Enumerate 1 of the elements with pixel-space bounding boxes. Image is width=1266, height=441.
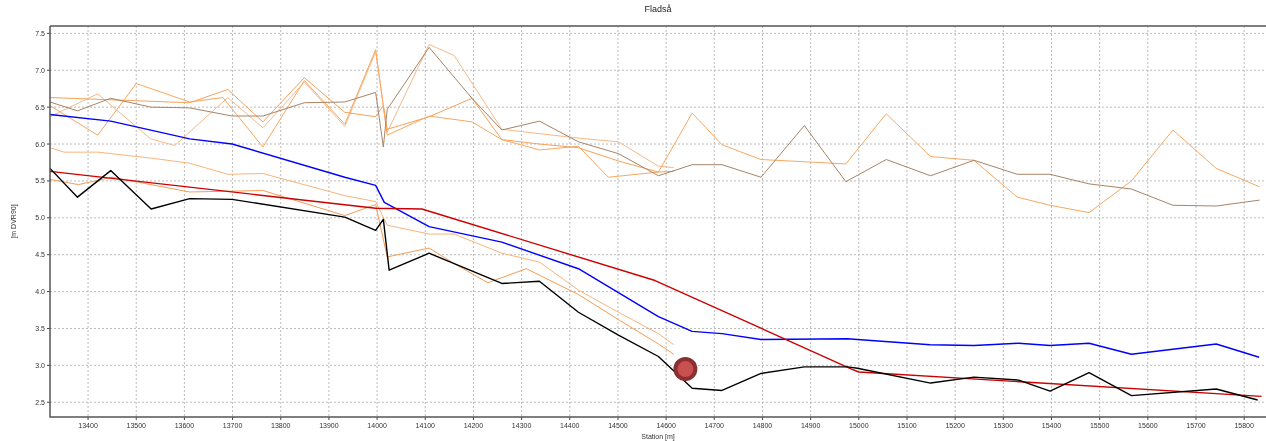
chart-title: Fladså [644, 4, 672, 14]
